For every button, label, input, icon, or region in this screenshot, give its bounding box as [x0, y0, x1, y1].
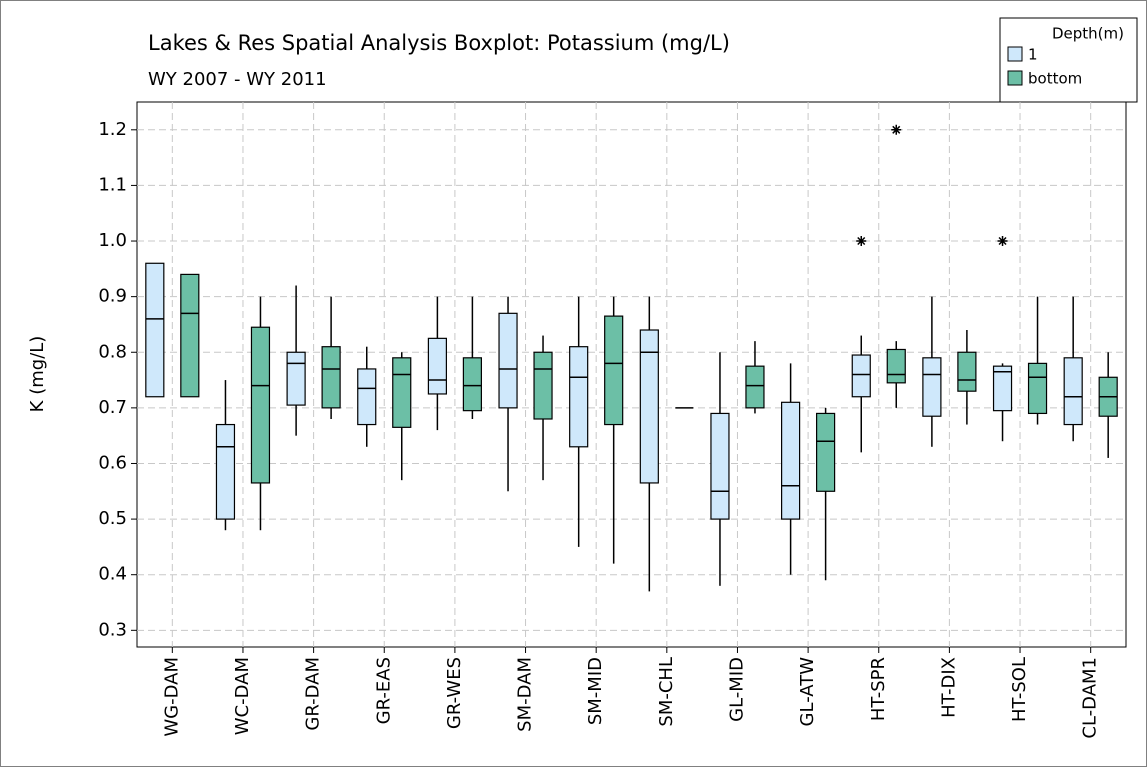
box [180, 273, 200, 398]
box [427, 337, 447, 395]
box [886, 348, 906, 384]
y-tick-label: 0.9 [98, 286, 127, 307]
x-tick-label: HT-DIX [938, 657, 959, 718]
box [781, 401, 801, 520]
legend-swatch [1007, 46, 1023, 62]
box [851, 354, 871, 398]
box [745, 365, 765, 409]
box [1063, 357, 1083, 426]
legend-label: bottom [1028, 70, 1082, 88]
box [215, 423, 236, 520]
box [639, 329, 659, 484]
y-tick-label: 0.6 [98, 452, 127, 473]
outlier [891, 124, 902, 135]
box [957, 351, 977, 392]
box [816, 412, 836, 492]
x-tick-label: CL-DAM1 [1080, 657, 1101, 739]
x-tick-label: WC-DAM [232, 657, 253, 735]
box [922, 357, 942, 417]
y-tick-label: 0.7 [98, 397, 127, 418]
x-tick-label: SM-CHL [656, 657, 677, 727]
y-tick-label: 0.5 [98, 508, 127, 529]
legend-title: Depth(m) [1052, 25, 1124, 43]
x-tick-label: HT-SPR [868, 657, 889, 721]
y-tick-label: 0.3 [98, 619, 127, 640]
outlier [997, 236, 1008, 247]
legend-box [999, 17, 1138, 103]
x-tick-label: GL-MID [726, 657, 747, 722]
box [498, 312, 518, 409]
x-tick-label: WG-DAM [161, 657, 182, 737]
chart-subtitle: WY 2007 - WY 2011 [148, 69, 327, 90]
box [462, 357, 482, 412]
y-axis-label: K (mg/L) [27, 336, 48, 413]
legend-swatch [1007, 70, 1023, 86]
x-tick-label: SM-MID [585, 657, 606, 725]
box [710, 412, 730, 520]
x-tick-label: GR-EAS [373, 657, 394, 724]
box [145, 262, 165, 398]
box [321, 346, 341, 409]
y-tick-label: 1.2 [98, 119, 127, 140]
box [604, 315, 624, 426]
x-tick-label: SM-DAM [515, 657, 536, 732]
y-tick-label: 1.1 [98, 174, 127, 195]
chart-title: Lakes & Res Spatial Analysis Boxplot: Po… [148, 31, 730, 55]
x-tick-label: GR-WES [444, 657, 465, 729]
box [533, 351, 553, 420]
y-tick-label: 0.8 [98, 341, 127, 362]
x-tick-label: GR-DAM [303, 657, 324, 731]
box [286, 351, 306, 406]
box [357, 368, 377, 426]
box [250, 326, 271, 484]
outlier [856, 236, 867, 247]
box [392, 357, 412, 428]
box [569, 346, 589, 448]
y-tick-label: 0.4 [98, 564, 127, 585]
legend-label: 1 [1028, 46, 1038, 64]
box [1027, 362, 1048, 415]
y-tick-label: 1.0 [98, 230, 127, 251]
box [992, 365, 1013, 412]
x-tick-label: HT-SOL [1009, 657, 1030, 722]
x-tick-label: GL-ATW [797, 657, 818, 727]
plot-area [136, 101, 1127, 648]
